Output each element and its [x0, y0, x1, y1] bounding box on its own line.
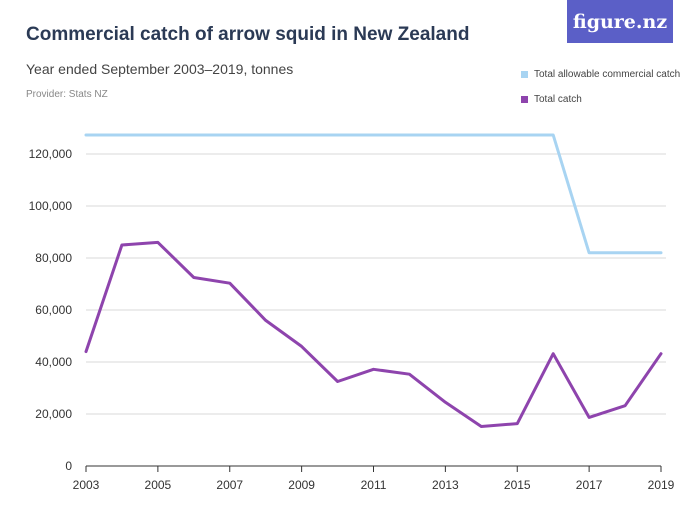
- y-tick-label: 100,000: [29, 199, 73, 213]
- chart-subtitle: Year ended September 2003–2019, tonnes: [26, 61, 294, 77]
- series-line-total-catch: [84, 240, 663, 428]
- series-line-tacc: [84, 133, 663, 255]
- y-tick-label: 20,000: [35, 407, 72, 421]
- y-tick-label: 60,000: [35, 303, 72, 317]
- legend-swatch-tacc: [521, 71, 528, 78]
- legend-label-catch: Total catch: [534, 94, 582, 105]
- x-tick-label: 2011: [361, 478, 387, 492]
- x-tick-label: 2005: [145, 478, 172, 492]
- x-tick-label: 2015: [504, 478, 531, 492]
- legend-swatch-catch: [521, 96, 528, 103]
- legend-item-tacc: Total allowable commercial catch: [521, 68, 680, 81]
- x-tick-label: 2017: [576, 478, 603, 492]
- figure-nz-logo[interactable]: figure.nz: [567, 0, 673, 43]
- chart-title: Commercial catch of arrow squid in New Z…: [26, 24, 470, 45]
- x-tick-label: 2019: [648, 478, 675, 492]
- x-tick-label: 2007: [216, 478, 243, 492]
- y-tick-label: 80,000: [35, 251, 72, 265]
- y-tick-label: 40,000: [35, 355, 72, 369]
- legend-label-tacc: Total allowable commercial catch: [534, 69, 681, 80]
- provider-note: Provider: Stats NZ: [26, 89, 108, 100]
- x-tick-label: 2013: [432, 478, 459, 492]
- chart-legend: Total allowable commercial catch Total c…: [521, 68, 680, 118]
- y-tick-label: 0: [65, 459, 72, 473]
- legend-item-catch: Total catch: [521, 93, 680, 106]
- y-tick-label: 120,000: [29, 147, 73, 161]
- x-tick-label: 2003: [73, 478, 100, 492]
- x-tick-label: 2009: [288, 478, 315, 492]
